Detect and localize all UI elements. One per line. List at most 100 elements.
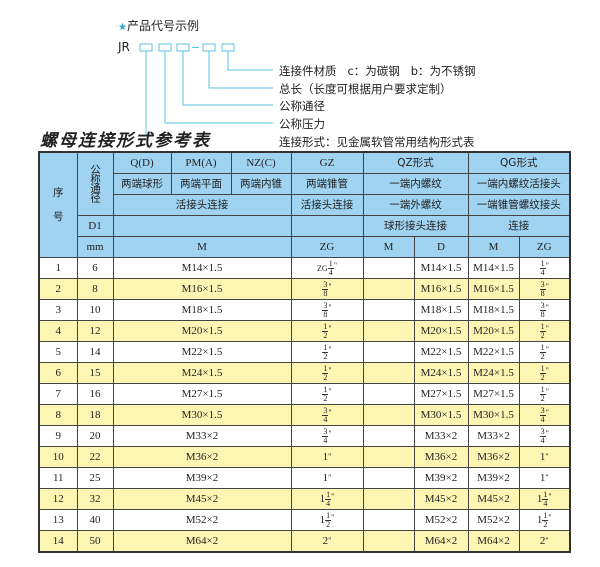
fraction-denominator: 2 <box>323 330 328 340</box>
inch-mark: " <box>545 452 549 461</box>
fraction-numerator: 3 <box>539 300 546 311</box>
thread-zg: 1 1 4 " <box>290 488 364 510</box>
fraction-numerator: 1 <box>542 510 549 521</box>
row-number: 10 <box>38 446 78 468</box>
fraction-denominator: 4 <box>543 498 548 508</box>
header-qz-m: M <box>362 236 415 258</box>
row-number: 1 <box>38 257 78 279</box>
inch-mark: " <box>328 407 332 417</box>
inch-mark: " <box>331 491 335 501</box>
qz-m <box>362 509 415 531</box>
header-seq: 序 号 <box>38 151 78 258</box>
header-desc-gz: 两端锥管 <box>290 173 364 195</box>
nominal-diameter: 50 <box>76 530 114 553</box>
qz-m <box>362 278 415 300</box>
code-box-3 <box>176 43 190 52</box>
inch-mark: " <box>548 512 552 522</box>
inch-mark: " <box>545 323 549 333</box>
inch-mark: " <box>545 260 549 270</box>
table-row: 2 8 M16×1.5 3 8 " M16×1.5 M16×1.5 3 8 " <box>38 278 571 300</box>
fraction-numerator: 3 <box>322 426 329 437</box>
qz-m <box>362 530 415 553</box>
table-row: 8 18 M30×1.5 3 4 " M30×1.5 M30×1.5 3 4 " <box>38 404 571 426</box>
fraction-numerator: 3 <box>539 405 546 416</box>
thread-m: M39×2 <box>112 467 292 489</box>
qz-d: M18×1.5 <box>413 299 469 321</box>
nominal-diameter: 22 <box>76 446 114 468</box>
qg-zg: 1 2 " <box>518 362 571 384</box>
fraction-numerator: 3 <box>322 279 329 290</box>
code-prefix: JR <box>118 40 130 54</box>
row-number: 6 <box>38 362 78 384</box>
fraction-denominator: 8 <box>540 309 545 319</box>
inch-mark: " <box>328 323 332 333</box>
inch-mark: " <box>545 407 549 417</box>
qg-m: M45×2 <box>467 488 520 510</box>
header-nzc: NZ(C) <box>230 151 292 174</box>
qz-d: M14×1.5 <box>413 257 469 279</box>
nominal-diameter: 14 <box>76 341 114 363</box>
fraction-whole: 1 <box>322 472 329 484</box>
fraction-numerator: 3 <box>539 279 546 290</box>
label-nominal-diameter: 公称通径 <box>279 99 325 113</box>
thread-m: M45×2 <box>112 488 292 510</box>
fraction-denominator: 2 <box>540 372 545 382</box>
header-blank-1 <box>112 215 292 237</box>
qz-m <box>362 446 415 468</box>
thread-m: M33×2 <box>112 425 292 447</box>
row-number: 4 <box>38 320 78 342</box>
thread-m: M14×1.5 <box>112 257 292 279</box>
fraction-whole: 1 <box>319 513 326 526</box>
fraction-numerator: 3 <box>539 426 546 437</box>
qz-d: M24×1.5 <box>413 362 469 384</box>
table-row: 5 14 M22×1.5 1 2 " M22×1.5 M22×1.5 1 2 " <box>38 341 571 363</box>
thread-m: M27×1.5 <box>112 383 292 405</box>
row-number: 9 <box>38 425 78 447</box>
qg-zg: 1 1 2 " <box>518 509 571 531</box>
inch-mark: " <box>328 302 332 312</box>
header-qz: QZ形式 <box>362 151 469 174</box>
inch-mark: " <box>328 536 332 545</box>
inch-mark: " <box>548 491 552 501</box>
nominal-diameter: 16 <box>76 383 114 405</box>
inch-mark: " <box>328 386 332 396</box>
qg-m: M16×1.5 <box>467 278 520 300</box>
fraction-denominator: 2 <box>540 351 545 361</box>
code-box-1 <box>139 43 153 52</box>
inch-mark: " <box>333 260 337 270</box>
nut-connection-table: 序 号 公称通径 Q(D) PM(A) NZ(C) GZ QZ形式 QG形式 两… <box>38 151 571 553</box>
qg-zg: 2" <box>518 530 571 553</box>
leader-line-1 <box>227 51 273 71</box>
thread-m: M24×1.5 <box>112 362 292 384</box>
qg-zg: 1" <box>518 446 571 468</box>
table-row: 13 40 M52×2 1 1 2 " M52×2 M52×2 1 1 2 " <box>38 509 571 531</box>
fraction-numerator: 1 <box>539 321 546 332</box>
header-desc-pma: 两端平面 <box>170 173 232 195</box>
inch-mark: " <box>545 536 549 545</box>
nominal-diameter: 10 <box>76 299 114 321</box>
qg-m: M18×1.5 <box>467 299 520 321</box>
nominal-diameter: 12 <box>76 320 114 342</box>
header-d1: D1 <box>76 215 114 237</box>
inch-mark: " <box>545 344 549 354</box>
fraction-denominator: 4 <box>540 414 545 424</box>
thread-m: M30×1.5 <box>112 404 292 426</box>
qg-zg: 3 4 " <box>518 404 571 426</box>
thread-zg: 1" <box>290 446 364 468</box>
header-desc-qd: 两端球形 <box>112 173 172 195</box>
fraction-denominator: 2 <box>323 393 328 403</box>
header-conn2-qz: 球形接头连接 <box>362 215 469 237</box>
fraction-denominator: 2 <box>326 519 331 529</box>
header-conn2-qg: 连接 <box>467 215 571 237</box>
fraction-numerator: 1 <box>322 342 329 353</box>
row-number: 2 <box>38 278 78 300</box>
qz-d: M45×2 <box>413 488 469 510</box>
